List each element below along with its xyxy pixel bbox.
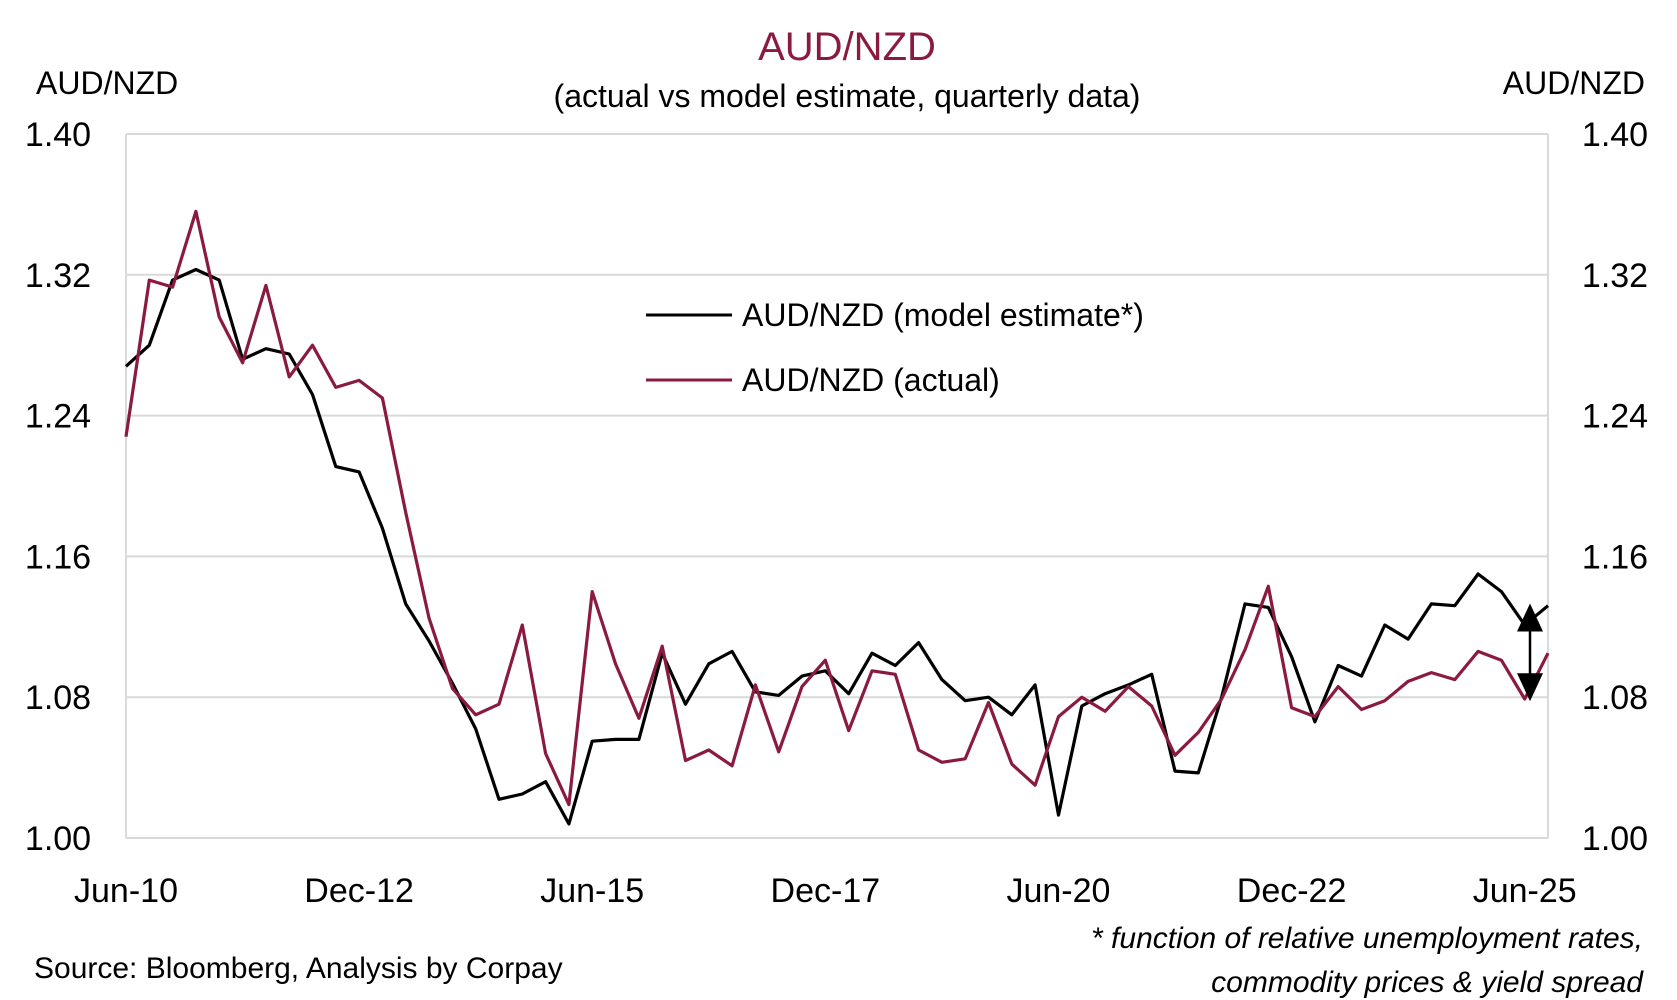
footnote-line-2: commodity prices & yield spread	[1211, 966, 1644, 999]
y-tick-label-left: 1.24	[25, 398, 91, 436]
source-text: Source: Bloomberg, Analysis by Corpay	[34, 952, 563, 985]
y-tick-label-left: 1.32	[25, 257, 91, 295]
y-tick-label-right: 1.24	[1582, 398, 1648, 436]
y-tick-label-left: 1.00	[25, 820, 91, 858]
x-tick-label: Jun-20	[1006, 872, 1110, 910]
x-tick-label: Jun-15	[540, 872, 644, 910]
y-tick-label-left: 1.08	[25, 679, 91, 717]
y-tick-label-right: 1.00	[1582, 820, 1648, 858]
y-tick-label-right: 1.40	[1582, 116, 1648, 154]
grid-lines	[125, 133, 1549, 839]
y-tick-label-right: 1.16	[1582, 538, 1648, 576]
gap-arrow-head-up	[1517, 603, 1543, 632]
series-line-model	[124, 267, 1550, 826]
gap-arrow	[1517, 603, 1543, 702]
x-tick-label: Jun-25	[1473, 872, 1577, 910]
y-axis-title-right: AUD/NZD	[1503, 65, 1645, 101]
footnote-line-1: * function of relative unemployment rate…	[1091, 922, 1643, 955]
x-tick-label: Dec-12	[304, 872, 414, 910]
legend-label-model: AUD/NZD (model estimate*)	[742, 297, 1144, 333]
x-tick-label: Jun-10	[74, 872, 178, 910]
x-tick-label: Dec-22	[1237, 872, 1347, 910]
chart-title: AUD/NZD	[758, 25, 936, 69]
x-ticks: Jun-10 Dec-12 Jun-15 Dec-17 Jun-20 Dec-22 Jun-…	[74, 872, 1577, 910]
legend-label-actual: AUD/NZD (actual)	[742, 362, 1000, 398]
series-line-actual	[124, 209, 1550, 807]
y-tick-label-right: 1.32	[1582, 257, 1648, 295]
y-ticks-left: 1.00 1.08 1.16 1.24 1.32 1.40	[25, 116, 91, 858]
y-tick-label-left: 1.16	[25, 538, 91, 576]
gap-arrow-head-down	[1517, 673, 1543, 702]
y-tick-label-right: 1.08	[1582, 679, 1648, 717]
legend: AUD/NZD (model estimate*) AUD/NZD (actua…	[646, 297, 1144, 398]
x-tick-label: Dec-17	[771, 872, 881, 910]
y-axis-title-left: AUD/NZD	[36, 65, 178, 101]
y-tick-label-left: 1.40	[25, 116, 91, 154]
y-ticks-right: 1.00 1.08 1.16 1.24 1.32 1.40	[1582, 116, 1648, 858]
series-lines	[124, 209, 1550, 826]
chart-subtitle: (actual vs model estimate, quarterly dat…	[554, 78, 1141, 114]
